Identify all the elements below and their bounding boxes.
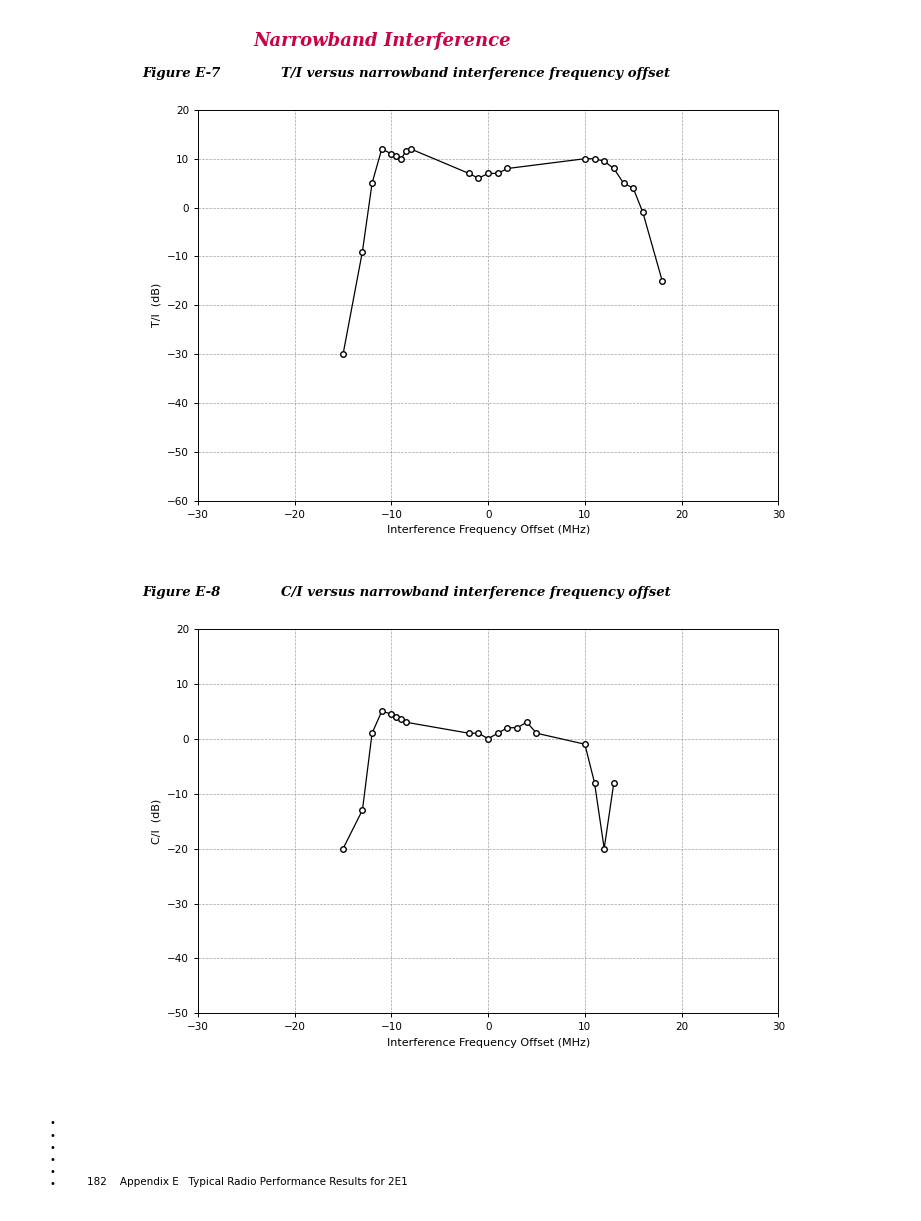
Text: •: •: [50, 1131, 55, 1140]
Text: 182    Appendix E   Typical Radio Performance Results for 2E1: 182 Appendix E Typical Radio Performance…: [87, 1177, 408, 1187]
Text: T/I versus narrowband interference frequency offset: T/I versus narrowband interference frequ…: [281, 67, 670, 81]
Text: Narrowband Interference: Narrowband Interference: [253, 32, 511, 50]
Y-axis label: C/I  (dB): C/I (dB): [152, 799, 161, 844]
X-axis label: Interference Frequency Offset (MHz): Interference Frequency Offset (MHz): [387, 1038, 589, 1048]
Text: •: •: [50, 1179, 55, 1189]
Text: •: •: [50, 1167, 55, 1177]
Text: •: •: [50, 1118, 55, 1128]
X-axis label: Interference Frequency Offset (MHz): Interference Frequency Offset (MHz): [387, 525, 589, 535]
Text: Figure E-8: Figure E-8: [143, 586, 221, 600]
Text: •: •: [50, 1143, 55, 1153]
Y-axis label: T/I  (dB): T/I (dB): [152, 283, 161, 327]
Text: Figure E-7: Figure E-7: [143, 67, 221, 81]
Text: C/I versus narrowband interference frequency offset: C/I versus narrowband interference frequ…: [281, 586, 670, 600]
Text: •: •: [50, 1155, 55, 1165]
